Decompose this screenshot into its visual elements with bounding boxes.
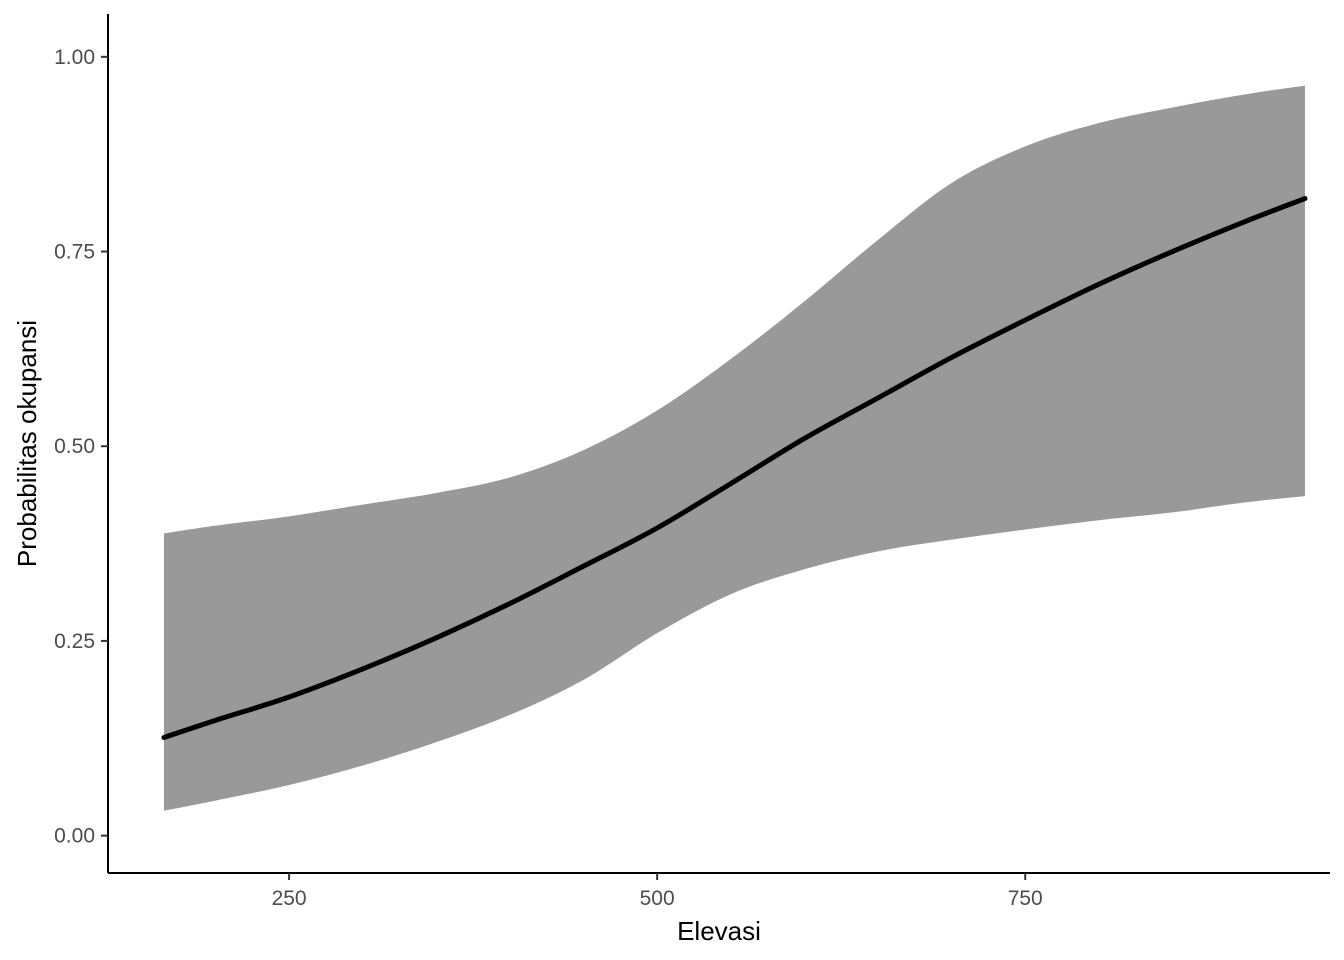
confidence-ribbon — [163, 85, 1305, 811]
x-axis-ticks: 250 500 750 — [272, 873, 1043, 910]
fitted-line-layer — [161, 196, 1308, 740]
y-axis-title: Probabilitas okupansi — [12, 320, 42, 567]
y-tick-label: 0.50 — [54, 435, 95, 458]
y-axis-ticks: 0.00 0.25 0.50 0.75 1.00 — [54, 46, 108, 848]
x-tick-label: 250 — [272, 887, 307, 910]
fitted-line — [161, 196, 1308, 740]
axes — [107, 14, 1330, 874]
y-tick-label: 0.25 — [54, 630, 95, 653]
y-tick-label: 0.75 — [54, 241, 95, 264]
x-tick-label: 750 — [1008, 887, 1043, 910]
y-tick-label: 0.00 — [54, 825, 95, 848]
x-tick-label: 500 — [640, 887, 675, 910]
confidence-ribbon-layer — [163, 85, 1305, 811]
y-tick-label: 1.00 — [54, 46, 95, 69]
x-axis-title: Elevasi — [677, 916, 761, 946]
